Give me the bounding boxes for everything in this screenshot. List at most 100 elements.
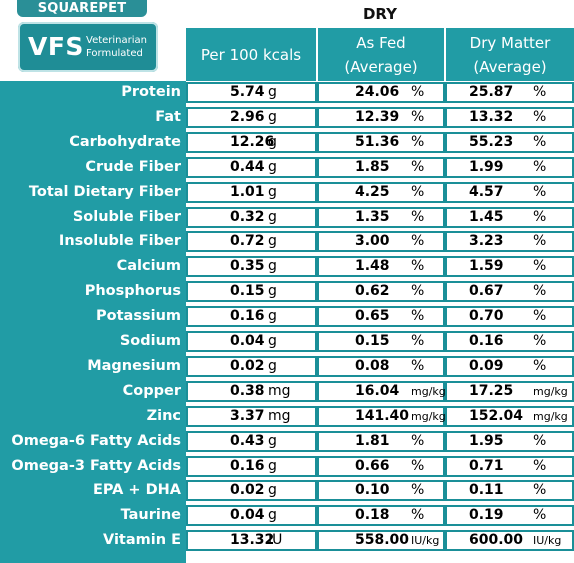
value-unit: %	[411, 283, 425, 299]
value-cell-dm: 1.59%	[445, 256, 574, 277]
value-cell-fed: 0.65%	[317, 306, 445, 327]
value-unit: g	[268, 358, 277, 374]
value-cell-dm: 25.87%	[445, 82, 574, 103]
value-unit: %	[533, 233, 547, 249]
header-col1-label: Per 100 kcals	[200, 45, 302, 64]
value-cell-fed: 12.39%	[317, 107, 445, 128]
value-cell-fed: 51.36%	[317, 132, 445, 153]
value-unit: g	[268, 433, 277, 449]
value-cell-dm: 13.32%	[445, 107, 574, 128]
value-unit: %	[533, 258, 547, 274]
value-unit: %	[533, 184, 547, 200]
value-unit: g	[268, 333, 277, 349]
value-cell-fed: 4.25%	[317, 182, 445, 203]
value-number: 0.44	[230, 159, 265, 175]
value-unit: %	[533, 84, 547, 100]
header-divider	[444, 28, 446, 81]
header-divider	[316, 28, 318, 81]
value-cell-dm: 1.95%	[445, 431, 574, 452]
value-cell-fed: 16.04 mg/kg	[317, 381, 446, 402]
vfs-badge: VFS Veterinarian Formulated	[18, 22, 158, 72]
value-unit: mg/kg	[533, 410, 568, 423]
value-number: 3.00	[355, 233, 390, 249]
value-number: 0.38	[230, 383, 265, 399]
value-cell-kcal: 3.37 mg	[186, 406, 317, 427]
value-number: 0.02	[230, 482, 265, 498]
value-number: 0.16	[230, 308, 265, 324]
value-unit: %	[533, 134, 547, 150]
value-unit: %	[411, 333, 425, 349]
value-cell-kcal: 0.44 g	[186, 157, 317, 178]
value-cell-kcal: 0.16 g	[186, 306, 317, 327]
value-cell-fed: 3.00%	[317, 231, 445, 252]
value-number: 0.19	[469, 507, 504, 523]
value-number: 600.00	[469, 532, 524, 548]
value-number: 1.81	[355, 433, 390, 449]
value-unit: IU	[268, 532, 283, 548]
value-cell-fed: 0.08%	[317, 356, 445, 377]
value-number: 1.01	[230, 184, 265, 200]
nutrient-label: Copper	[122, 383, 181, 399]
value-cell-dm: 0.09%	[445, 356, 574, 377]
value-unit: %	[533, 482, 547, 498]
value-unit: %	[411, 358, 425, 374]
value-unit: %	[411, 84, 425, 100]
value-unit: %	[411, 233, 425, 249]
value-cell-fed: 0.15%	[317, 331, 445, 352]
value-number: 1.35	[355, 209, 390, 225]
value-cell-kcal: 0.72 g	[186, 231, 317, 252]
value-unit: %	[411, 308, 425, 324]
value-unit: %	[533, 159, 547, 175]
value-unit: %	[411, 134, 425, 150]
value-cell-dm: 1.99%	[445, 157, 574, 178]
value-cell-kcal: 0.16 g	[186, 456, 317, 477]
value-number: 12.26	[230, 134, 275, 150]
value-cell-fed: 0.10%	[317, 480, 445, 501]
value-unit: g	[268, 134, 277, 150]
value-unit: mg/kg	[533, 385, 568, 398]
nutrient-label: Zinc	[146, 408, 181, 424]
value-cell-kcal: 13.32 IU	[186, 530, 317, 551]
value-number: 0.16	[230, 458, 265, 474]
header-col2-line2: (Average)	[344, 57, 418, 76]
value-unit: mg	[268, 383, 291, 399]
value-unit: %	[533, 358, 547, 374]
header-col3-line1: Dry Matter	[469, 33, 551, 52]
value-number: 0.16	[469, 333, 504, 349]
value-unit: g	[268, 308, 277, 324]
value-number: 0.08	[355, 358, 390, 374]
value-cell-fed: 0.66%	[317, 456, 445, 477]
nutrient-label: Phosphorus	[84, 283, 181, 299]
value-cell-fed: 24.06%	[317, 82, 445, 103]
value-number: 2.96	[230, 109, 265, 125]
nutrient-label: Omega-3 Fatty Acids	[11, 458, 181, 474]
value-unit: %	[411, 184, 425, 200]
nutrient-label: Sodium	[119, 333, 181, 349]
value-unit: g	[268, 233, 277, 249]
value-number: 0.70	[469, 308, 504, 324]
vfs-badge-line1: Veterinarian	[86, 35, 148, 46]
value-cell-dm: 0.67%	[445, 281, 574, 302]
nutrient-label: Soluble Fiber	[72, 209, 181, 225]
value-unit: mg/kg	[411, 410, 446, 423]
value-cell-fed: 0.18%	[317, 505, 445, 526]
header-as-fed: As Fed (Average)	[318, 28, 444, 81]
value-unit: g	[268, 482, 277, 498]
value-number: 51.36	[355, 134, 400, 150]
value-unit: %	[533, 333, 547, 349]
value-cell-kcal: 0.43 g	[186, 431, 317, 452]
value-unit: %	[411, 258, 425, 274]
value-number: 1.99	[469, 159, 504, 175]
value-unit: g	[268, 507, 277, 523]
value-unit: mg/kg	[411, 385, 446, 398]
value-cell-dm: 0.11%	[445, 480, 574, 501]
header-dry-matter: Dry Matter (Average)	[446, 28, 574, 81]
value-cell-dm: 0.19%	[445, 505, 574, 526]
value-number: 24.06	[355, 84, 400, 100]
value-cell-dm: 0.71%	[445, 456, 574, 477]
nutrient-label: Vitamin E	[102, 532, 181, 548]
value-cell-dm: 1.45%	[445, 207, 574, 228]
value-unit: g	[268, 209, 277, 225]
nutrient-label: Magnesium	[87, 358, 181, 374]
value-number: 0.04	[230, 333, 265, 349]
